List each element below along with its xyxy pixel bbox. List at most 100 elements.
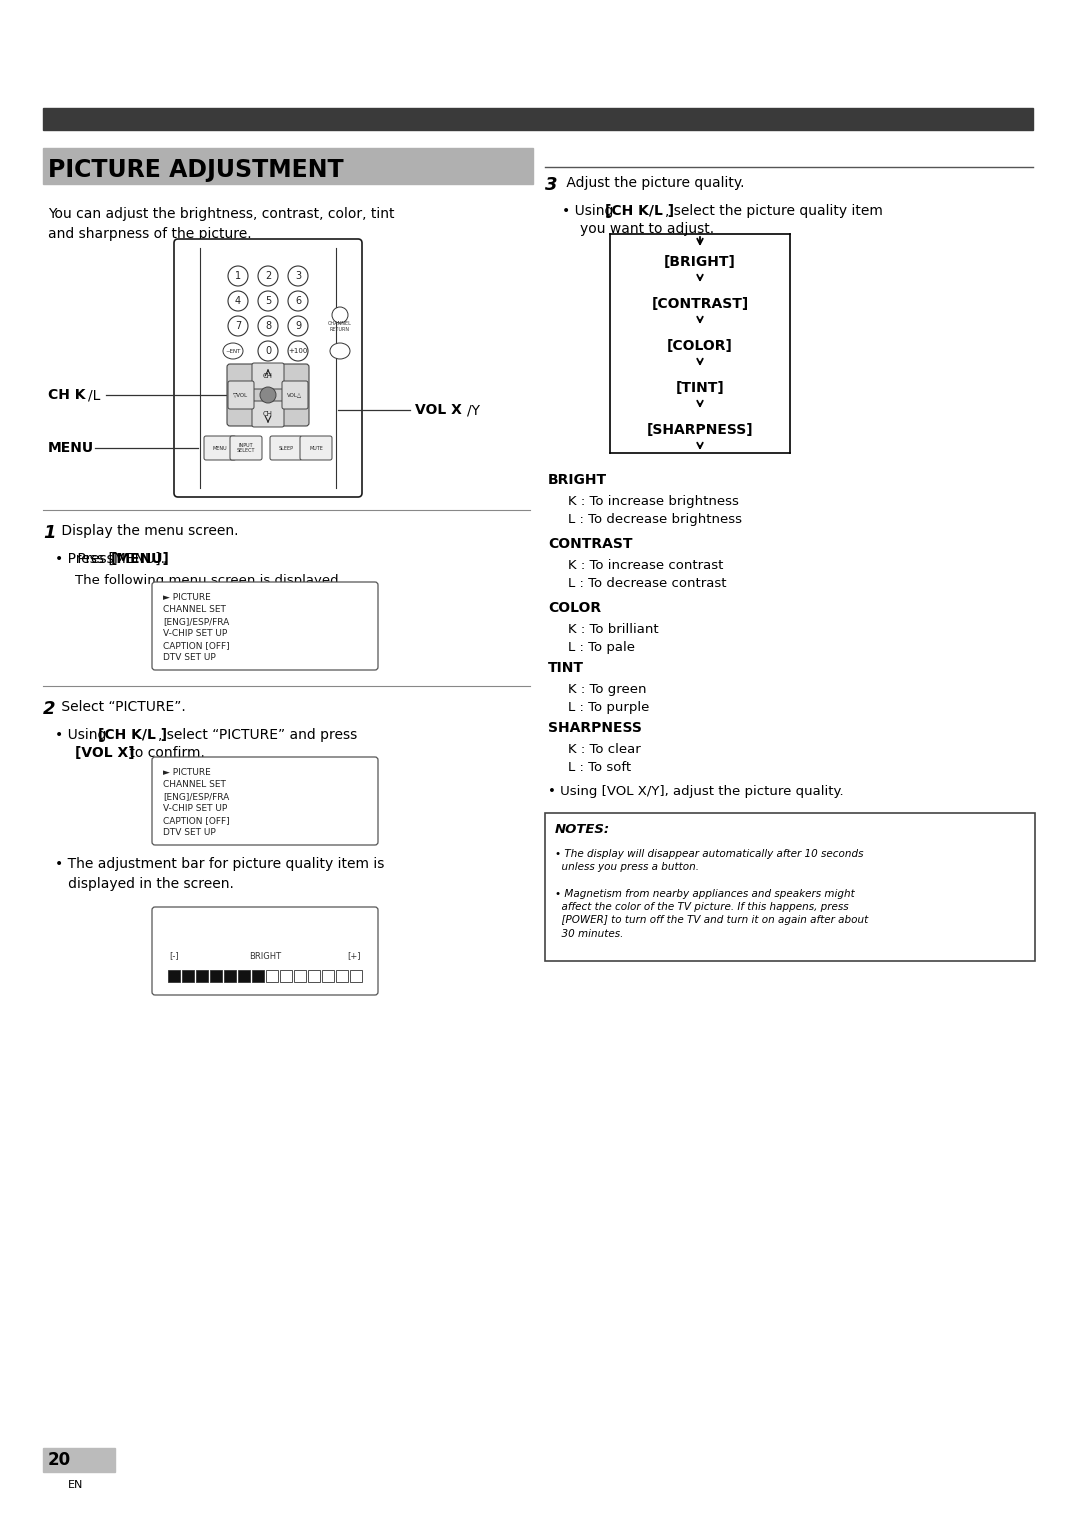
Text: CHANNEL SET: CHANNEL SET [163,605,226,614]
Text: 9: 9 [295,321,301,332]
Text: ~ENT: ~ENT [226,348,241,353]
FancyBboxPatch shape [545,813,1035,961]
Text: you want to adjust.: you want to adjust. [580,222,714,235]
Circle shape [258,341,278,361]
Text: 2: 2 [265,270,271,281]
Bar [43,108,1032,130]
Text: L : To decrease contrast: L : To decrease contrast [568,578,727,590]
Text: COLOR: COLOR [548,601,602,614]
FancyBboxPatch shape [252,364,284,390]
Text: [CH K/L ]: [CH K/L ] [98,727,167,743]
Text: CH: CH [264,411,273,417]
Text: • Using: • Using [55,727,111,743]
FancyBboxPatch shape [230,435,262,460]
FancyBboxPatch shape [174,238,362,497]
Text: DTV SET UP: DTV SET UP [163,652,216,662]
Bar [183,970,194,983]
Bar [252,970,264,983]
Text: ▽VOL: ▽VOL [233,393,248,397]
Ellipse shape [330,342,350,359]
Text: [VOL X]: [VOL X] [75,746,135,759]
Text: 8: 8 [265,321,271,332]
FancyBboxPatch shape [227,364,309,426]
Circle shape [288,266,308,286]
Text: CH: CH [264,373,273,379]
Bar [322,970,334,983]
Bar [224,970,237,983]
Text: CHANNEL
RETURN: CHANNEL RETURN [328,321,352,332]
Bar [336,970,348,983]
Circle shape [258,316,278,336]
Text: K : To increase contrast: K : To increase contrast [568,559,724,571]
Text: CONTRAST: CONTRAST [548,536,633,552]
Circle shape [258,290,278,312]
Text: /L: /L [87,388,100,402]
Text: 5: 5 [265,296,271,306]
Text: CAPTION [OFF]: CAPTION [OFF] [163,642,230,649]
Text: [CH K/L ]: [CH K/L ] [605,205,674,219]
Text: K : To clear: K : To clear [568,743,640,756]
Text: ► PICTURE: ► PICTURE [163,593,211,602]
Text: ► PICTURE: ► PICTURE [163,769,211,778]
Text: L : To purple: L : To purple [568,701,649,714]
Text: 0: 0 [265,345,271,356]
FancyBboxPatch shape [300,435,332,460]
Circle shape [260,387,276,403]
Bar [210,970,222,983]
Text: [ENG]/ESP/FRA: [ENG]/ESP/FRA [163,617,229,626]
FancyBboxPatch shape [152,756,378,845]
Text: 4: 4 [235,296,241,306]
Circle shape [228,266,248,286]
Text: BRIGHT: BRIGHT [548,474,607,487]
Text: +100: +100 [288,348,308,354]
Text: • Magnetism from nearby appliances and speakers might
  affect the color of the : • Magnetism from nearby appliances and s… [555,889,868,938]
FancyBboxPatch shape [270,435,302,460]
Text: 7: 7 [234,321,241,332]
Text: VOL X: VOL X [415,403,462,417]
Text: [+]: [+] [348,952,361,961]
Text: 1: 1 [235,270,241,281]
Text: • The adjustment bar for picture quality item is
   displayed in the screen.: • The adjustment bar for picture quality… [55,857,384,891]
Bar [43,1449,114,1471]
Text: CH K: CH K [48,388,85,402]
Text: SHARPNESS: SHARPNESS [548,721,642,735]
FancyBboxPatch shape [204,435,237,460]
Text: • Using: • Using [562,205,618,219]
Text: L : To decrease brightness: L : To decrease brightness [568,513,742,526]
Circle shape [288,316,308,336]
Text: [COLOR]: [COLOR] [667,339,733,353]
Bar [294,970,306,983]
Text: , select the picture quality item: , select the picture quality item [665,205,882,219]
Bar [238,970,249,983]
Text: K : To green: K : To green [568,683,647,695]
Circle shape [288,290,308,312]
Text: [SHARPNESS]: [SHARPNESS] [647,423,754,437]
Circle shape [228,290,248,312]
Text: DTV SET UP: DTV SET UP [163,828,216,837]
Text: Adjust the picture quality.: Adjust the picture quality. [562,176,744,189]
Text: 3: 3 [545,176,557,194]
Text: CAPTION [OFF]: CAPTION [OFF] [163,816,230,825]
Text: .: . [163,552,167,565]
FancyBboxPatch shape [152,908,378,995]
Text: • Using [VOL X/Y], adjust the picture quality.: • Using [VOL X/Y], adjust the picture qu… [548,785,843,798]
FancyBboxPatch shape [252,400,284,426]
Text: Select “PICTURE”.: Select “PICTURE”. [57,700,186,714]
Text: V-CHIP SET UP: V-CHIP SET UP [163,630,227,639]
Circle shape [228,316,248,336]
Bar [168,970,180,983]
Text: [CONTRAST]: [CONTRAST] [651,296,748,312]
Circle shape [258,266,278,286]
Text: • The display will disappear automatically after 10 seconds
  unless you press a: • The display will disappear automatical… [555,850,864,872]
Text: 6: 6 [295,296,301,306]
Text: 3: 3 [295,270,301,281]
Text: CHANNEL SET: CHANNEL SET [163,779,226,788]
Text: [ENG]/ESP/FRA: [ENG]/ESP/FRA [163,792,229,801]
Bar [195,970,208,983]
Bar [43,148,534,183]
Text: [-]: [-] [168,952,178,961]
FancyBboxPatch shape [152,582,378,669]
Text: • Press [MENU].: • Press [MENU]. [55,552,165,565]
Text: [MENU]: [MENU] [111,552,170,565]
Text: K : To increase brightness: K : To increase brightness [568,495,739,507]
